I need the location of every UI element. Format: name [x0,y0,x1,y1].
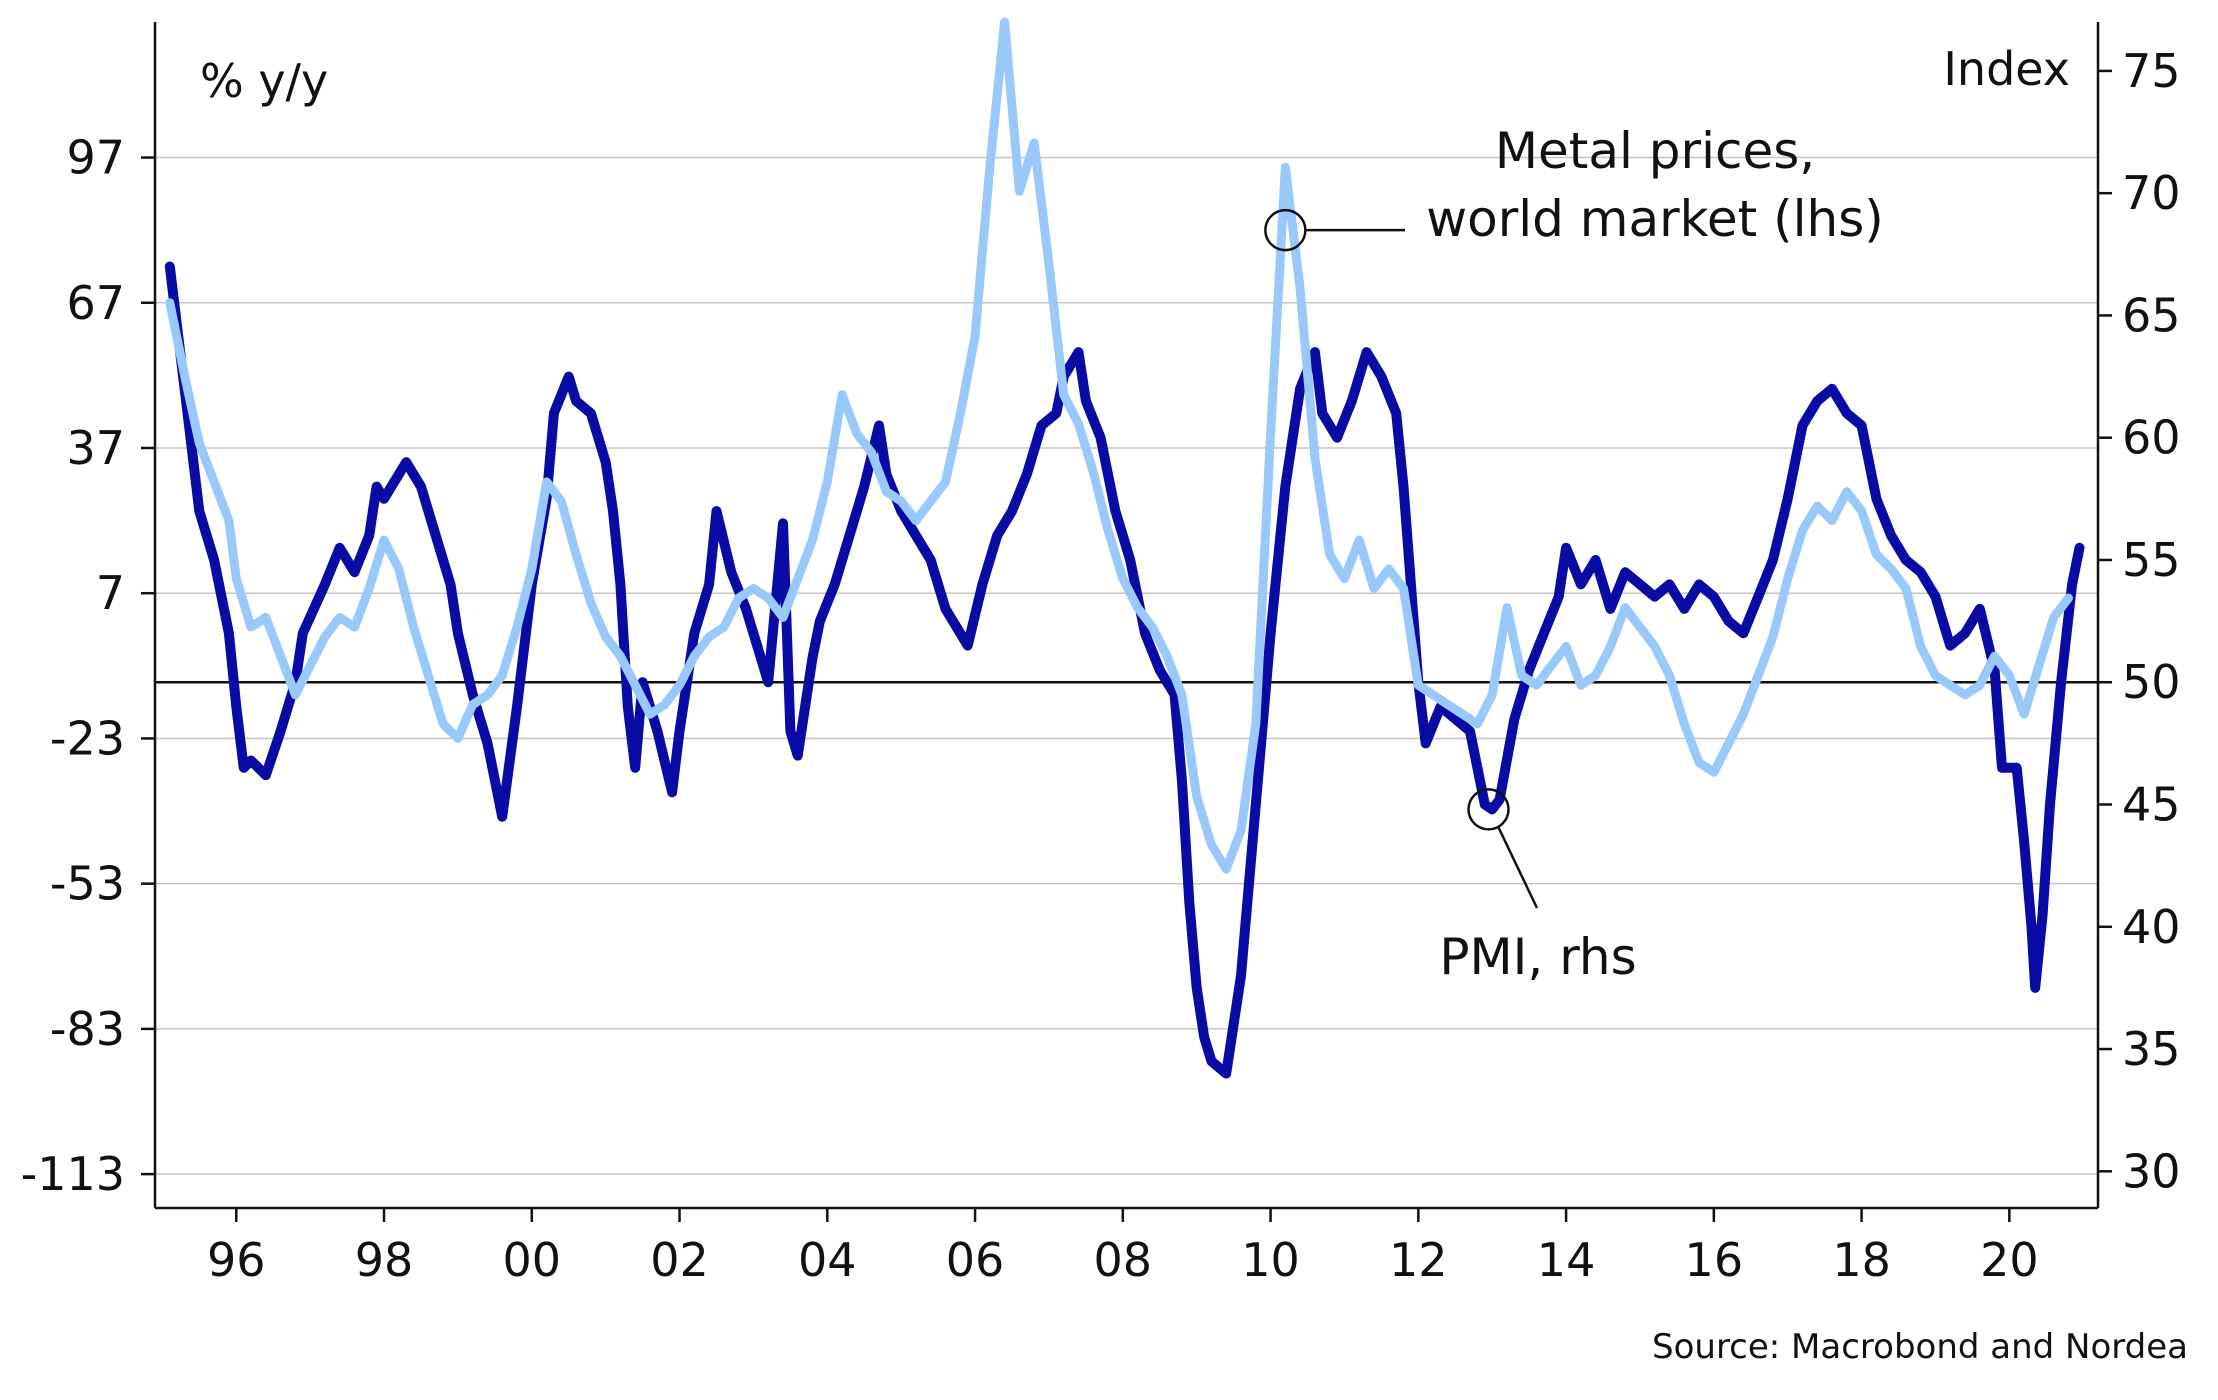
series-line-metal-prices [165,17,2073,874]
source-label: Source: Macrobond and Nordea [1652,1327,2188,1367]
x-tick-label: 06 [946,1233,1005,1287]
left-tick-label: -83 [50,1002,125,1056]
right-tick-label: 55 [2122,533,2181,587]
annotation-label-metal: Metal prices, [1495,122,1815,180]
left-tick-label: 37 [66,421,125,475]
x-tick-label: 04 [798,1233,857,1287]
right-tick-label: 60 [2122,411,2181,465]
left-tick-label: 7 [96,566,125,620]
x-tick-label: 14 [1537,1233,1596,1287]
x-tick-label: 96 [207,1233,266,1287]
x-tick-label: 02 [650,1233,709,1287]
x-tick-label: 16 [1685,1233,1744,1287]
right-tick-label: 35 [2122,1022,2181,1076]
x-tick-label: 18 [1832,1233,1891,1287]
annotation-label-metal: world market (lhs) [1426,190,1884,248]
annotation-marker-pmi [1467,788,1510,831]
right-tick-label: 75 [2122,44,2181,98]
series-line-pmi [164,261,2085,1079]
annotation-label-pmi: PMI, rhs [1439,928,1636,986]
right-tick-label: 30 [2122,1144,2181,1198]
x-tick-label: 20 [1980,1233,2039,1287]
left-tick-label: 97 [66,131,125,185]
x-tick-label: 98 [355,1233,414,1287]
left-tick-label: -23 [50,711,125,765]
left-tick-label: -53 [50,857,125,911]
right-tick-label: 50 [2122,655,2181,709]
left-unit-label: % y/y [200,54,328,108]
x-tick-label: 10 [1241,1233,1300,1287]
left-tick-label: 67 [66,276,125,330]
right-tick-label: 70 [2122,166,2181,220]
right-unit-label: Index [1943,42,2070,96]
right-tick-label: 45 [2122,778,2181,832]
x-tick-label: 12 [1389,1233,1448,1287]
right-tick-label: 65 [2122,288,2181,342]
left-tick-label: -113 [21,1147,125,1201]
x-tick-label: 00 [503,1233,562,1287]
right-tick-label: 40 [2122,900,2181,954]
annotation-leader-pmi [1497,826,1539,909]
x-tick-label: 08 [1094,1233,1153,1287]
